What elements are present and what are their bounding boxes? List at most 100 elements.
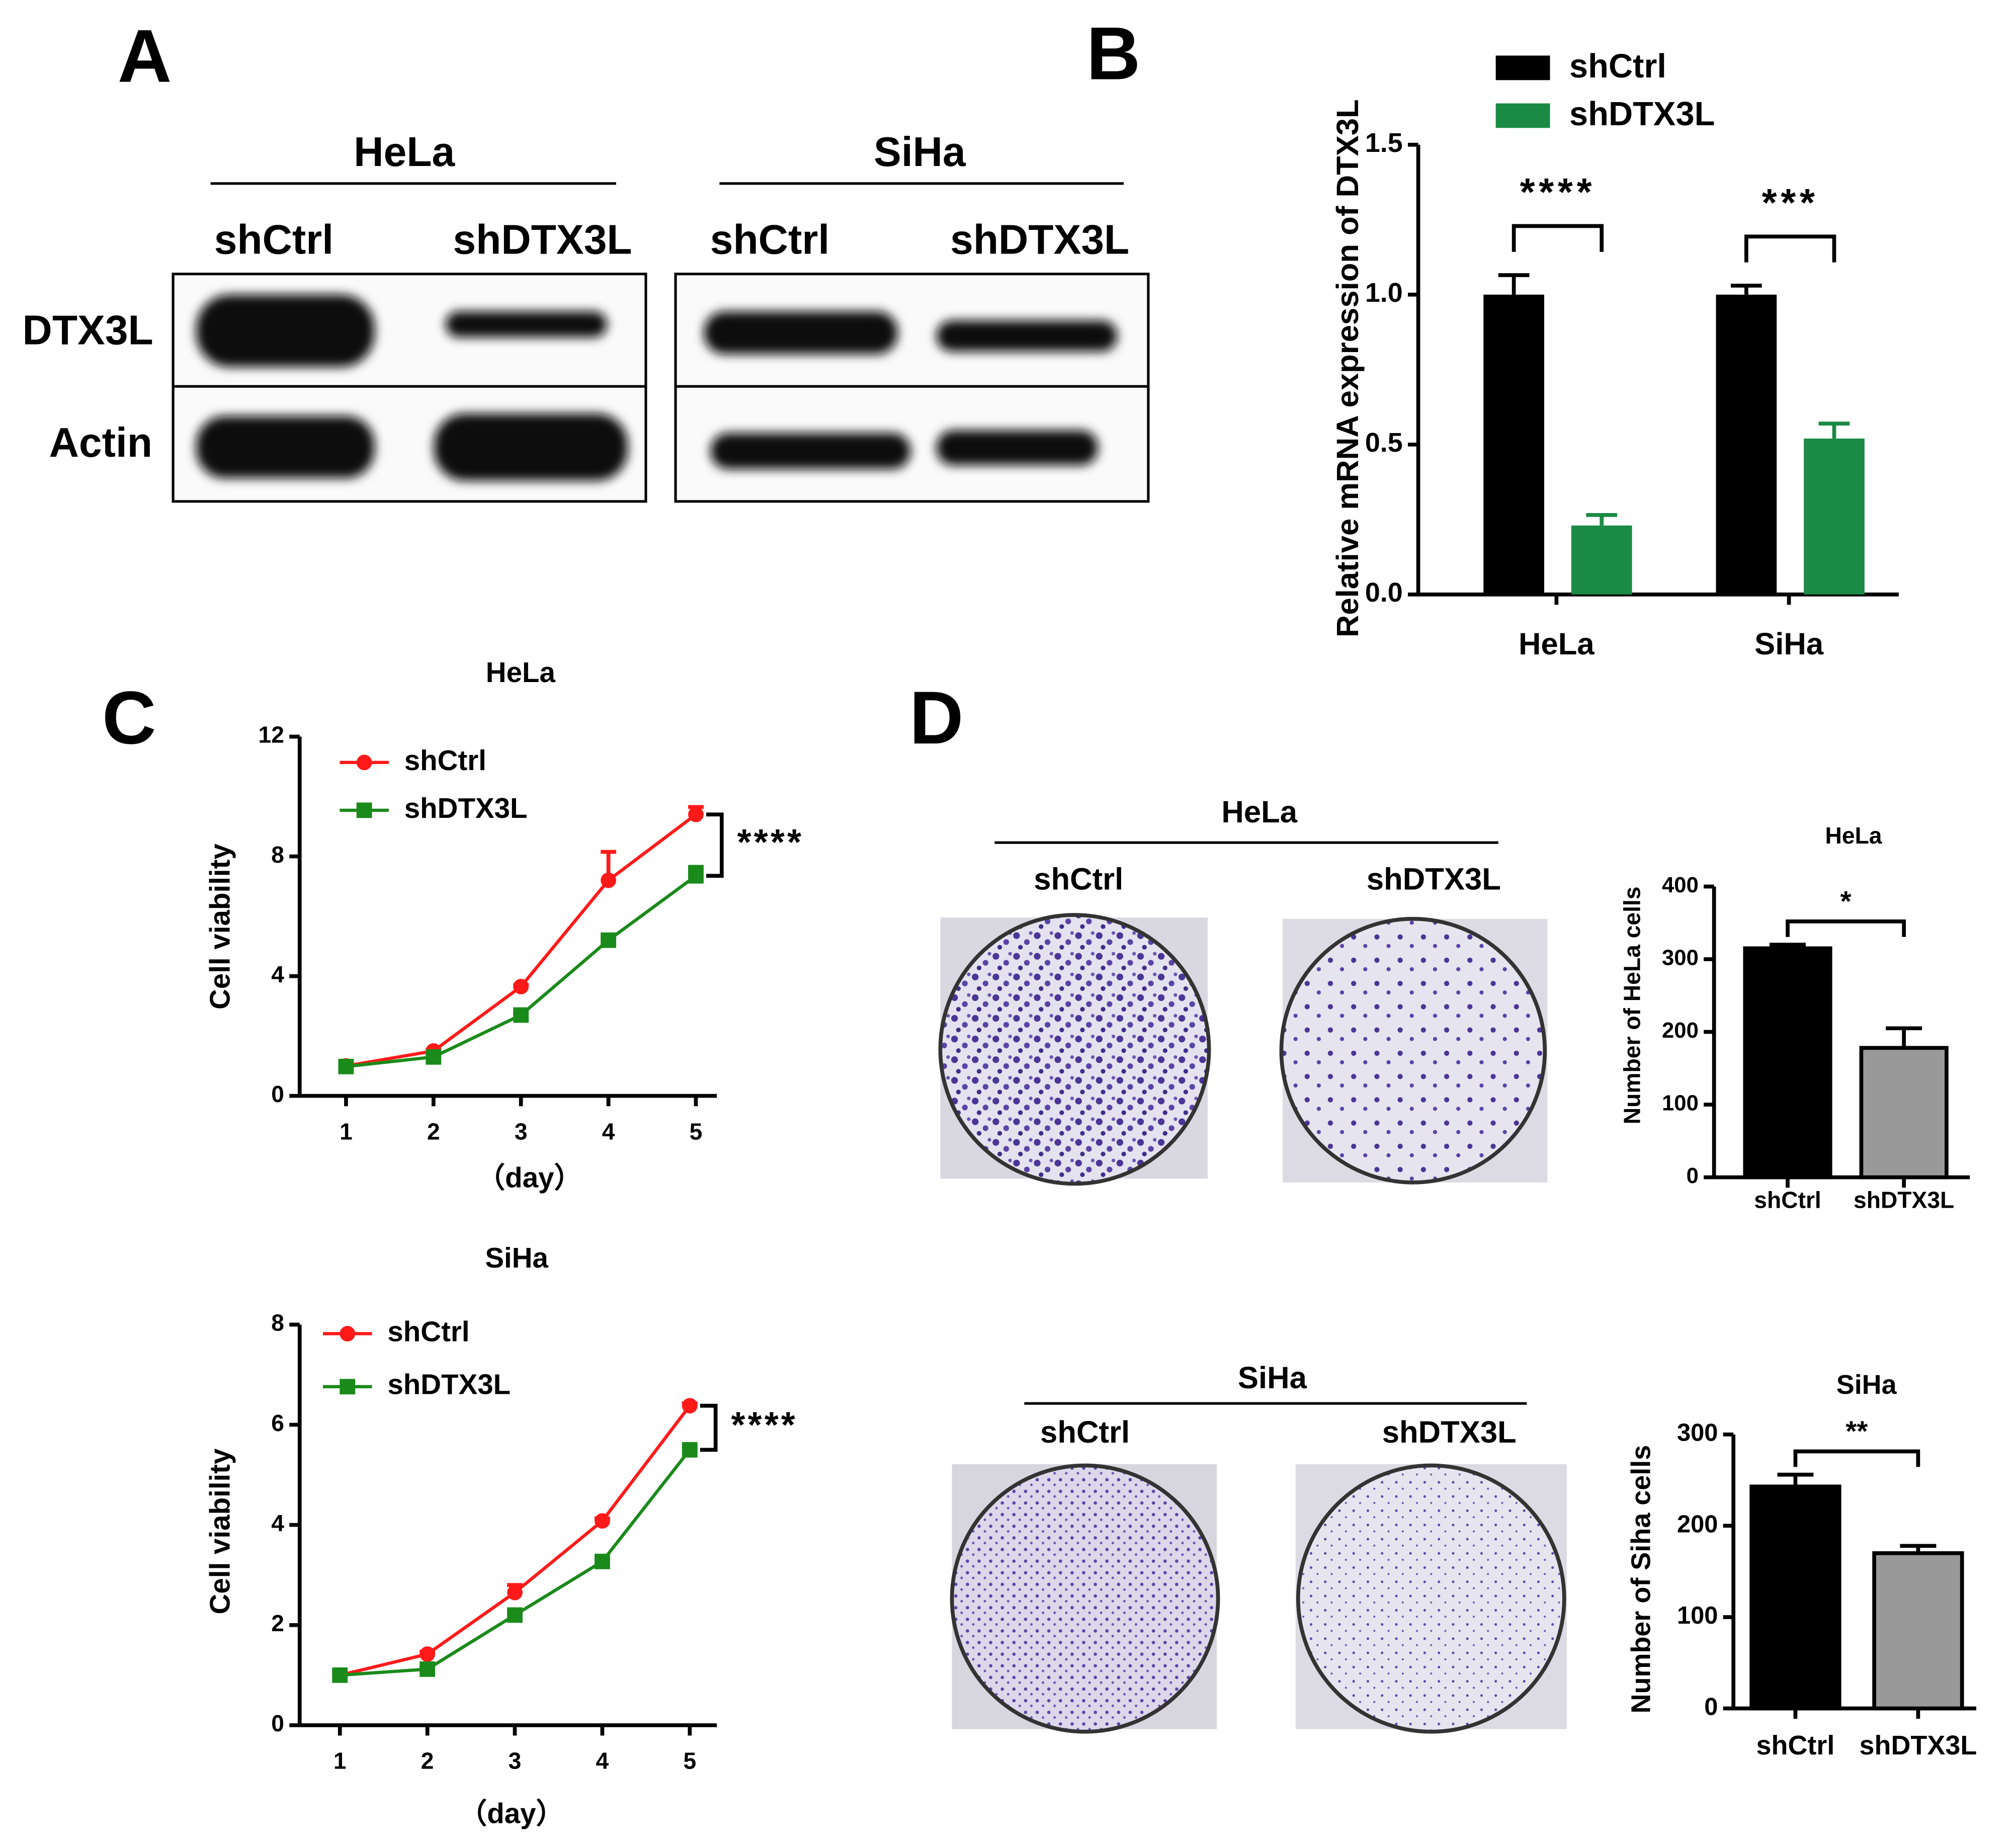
legend-swatch bbox=[1495, 103, 1550, 128]
group-label: HeLa bbox=[1221, 795, 1297, 829]
legend-label: shDTX3L bbox=[1569, 96, 1715, 133]
x-tick-label: shCtrl bbox=[1754, 1187, 1821, 1213]
y-tick-label: 100 bbox=[1662, 1091, 1699, 1116]
legend-marker bbox=[340, 1379, 356, 1395]
y-tick-label: 1.5 bbox=[1365, 128, 1403, 158]
panel-letter: D bbox=[909, 676, 964, 760]
y-tick-label: 0 bbox=[271, 1710, 284, 1736]
marker bbox=[513, 1007, 529, 1023]
x-tick-label: 4 bbox=[602, 1118, 615, 1144]
error-bar bbox=[1777, 1472, 1814, 1487]
error-bar bbox=[1498, 273, 1530, 295]
legend-label: shCtrl bbox=[1569, 48, 1666, 85]
legend-label: shCtrl bbox=[404, 744, 486, 776]
marker bbox=[595, 1553, 610, 1569]
marker bbox=[507, 1607, 523, 1623]
y-tick-label: 0 bbox=[1687, 1163, 1699, 1188]
dish bbox=[1296, 1463, 1566, 1734]
legend-marker bbox=[340, 1326, 356, 1341]
x-tick-label: 2 bbox=[421, 1748, 434, 1774]
legend-label: shDTX3L bbox=[387, 1369, 511, 1400]
legend-swatch bbox=[1495, 55, 1550, 80]
y-tick-label: 8 bbox=[271, 1310, 284, 1336]
row-label: Actin bbox=[49, 420, 152, 466]
y-axis-label: Cell viability bbox=[204, 844, 236, 1010]
significance-label: **** bbox=[1520, 171, 1596, 214]
x-tick-label: shDTX3L bbox=[1854, 1187, 1954, 1213]
x-tick-label: 3 bbox=[515, 1118, 528, 1144]
x-tick-label: shDTX3L bbox=[1860, 1730, 1977, 1760]
lane-label: shDTX3L bbox=[1382, 1415, 1517, 1450]
y-tick-label: 0.5 bbox=[1365, 428, 1403, 458]
bar bbox=[1859, 1046, 1949, 1180]
error-bar bbox=[1586, 513, 1618, 526]
line bbox=[340, 1404, 691, 1677]
legend-label: shCtrl bbox=[387, 1315, 469, 1347]
lane-label: shDTX3L bbox=[950, 217, 1129, 263]
x-tick-label: 5 bbox=[690, 1118, 703, 1144]
error-bar bbox=[1731, 284, 1762, 295]
significance-bracket bbox=[706, 812, 724, 878]
error-bar bbox=[1818, 422, 1850, 439]
significance-label: *** bbox=[1762, 181, 1819, 224]
bar bbox=[1872, 1551, 1964, 1711]
panel-letter: A bbox=[118, 14, 172, 98]
lane-label: shCtrl bbox=[1034, 862, 1123, 896]
y-tick-label: 100 bbox=[1677, 1602, 1718, 1629]
x-tick-label: 3 bbox=[509, 1748, 522, 1774]
x-tick-label: 1 bbox=[333, 1748, 347, 1774]
x-tick-label: SiHa bbox=[1754, 627, 1824, 661]
lane-label: shDTX3L bbox=[1367, 862, 1501, 896]
significance-label: **** bbox=[737, 822, 804, 863]
x-axis-label: （day） bbox=[459, 1798, 564, 1829]
x-tick-label: 5 bbox=[683, 1748, 696, 1774]
lane-label: shCtrl bbox=[710, 217, 829, 263]
marker bbox=[426, 1049, 442, 1065]
bar bbox=[1716, 294, 1777, 595]
line bbox=[346, 874, 697, 1068]
dish bbox=[1279, 916, 1547, 1185]
bar bbox=[1804, 438, 1865, 595]
y-tick-label: 200 bbox=[1662, 1018, 1699, 1043]
significance-bracket bbox=[1786, 919, 1906, 937]
dish bbox=[950, 1463, 1220, 1734]
marker bbox=[595, 1513, 610, 1529]
dish bbox=[938, 913, 1211, 1186]
chart-title: SiHa bbox=[485, 1242, 548, 1274]
marker bbox=[507, 1584, 523, 1601]
chart-title: HeLa bbox=[1825, 822, 1882, 849]
lane-label: shCtrl bbox=[1040, 1415, 1130, 1450]
western-blot: HeLa SiHa shCtrl shDTX3L shCtrl shDTX3L … bbox=[23, 129, 1150, 503]
marker bbox=[338, 1058, 354, 1074]
y-tick-label: 8 bbox=[271, 842, 284, 868]
bar bbox=[1749, 1484, 1841, 1711]
significance-label: **** bbox=[731, 1405, 797, 1446]
x-tick-label: shCtrl bbox=[1756, 1730, 1835, 1760]
y-tick-label: 0 bbox=[1704, 1693, 1718, 1720]
significance-bracket bbox=[1512, 224, 1604, 252]
panel-letter: C bbox=[102, 676, 156, 760]
significance-bracket bbox=[1744, 234, 1836, 263]
marker bbox=[682, 1442, 698, 1458]
legend-label: shDTX3L bbox=[404, 792, 528, 824]
x-tick-label: 2 bbox=[427, 1118, 440, 1144]
y-tick-label: 0.0 bbox=[1365, 577, 1403, 608]
significance-label: * bbox=[1840, 885, 1852, 917]
marker bbox=[601, 932, 616, 948]
line bbox=[340, 1449, 691, 1677]
marker bbox=[513, 979, 529, 994]
row-label: DTX3L bbox=[23, 308, 153, 354]
significance-bracket bbox=[1793, 1449, 1920, 1467]
legend-marker bbox=[356, 802, 372, 818]
marker bbox=[682, 1398, 698, 1414]
chart-title: SiHa bbox=[1836, 1370, 1897, 1400]
bar bbox=[1571, 525, 1632, 595]
group-label: SiHa bbox=[1238, 1361, 1307, 1395]
marker bbox=[601, 872, 616, 888]
marker bbox=[419, 1646, 436, 1662]
x-tick-label: 1 bbox=[340, 1118, 353, 1144]
y-axis-label: Number of HeLa cells bbox=[1619, 887, 1645, 1125]
y-tick-label: 0 bbox=[271, 1081, 284, 1107]
y-tick-label: 1.0 bbox=[1365, 278, 1403, 308]
